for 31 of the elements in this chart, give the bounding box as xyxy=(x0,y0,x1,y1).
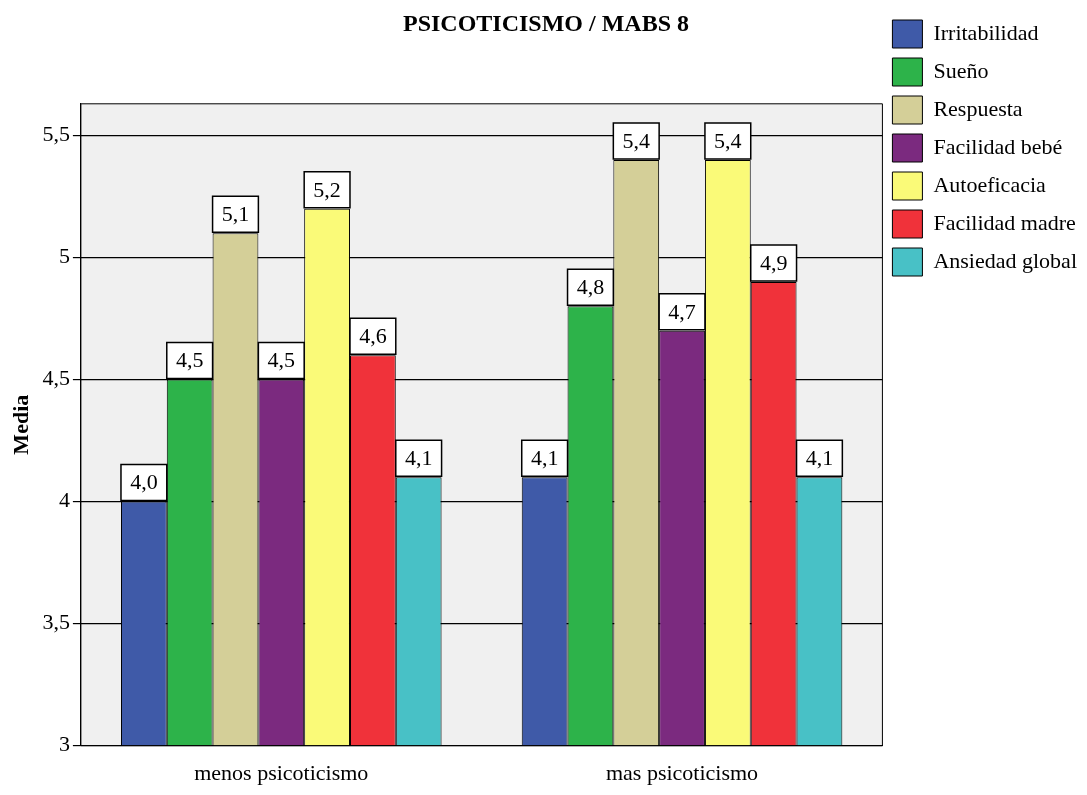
data-label: 4,0 xyxy=(130,469,158,495)
data-label: 4,9 xyxy=(759,249,788,275)
legend-label: Facilidad bebé xyxy=(933,133,1063,159)
y-axis-title: Media xyxy=(7,394,33,455)
legend-label: Sueño xyxy=(933,57,989,83)
data-label: 5,4 xyxy=(622,127,650,153)
legend-label: Irritabilidad xyxy=(933,19,1039,45)
legend-label: Ansiedad global xyxy=(933,247,1078,273)
data-label: 5,2 xyxy=(313,176,341,202)
data-label: 4,5 xyxy=(267,347,296,373)
data-label: 4,1 xyxy=(530,444,559,470)
data-label: 4,1 xyxy=(404,444,433,470)
chart-title: PSICOTICISMO / MABS 8 xyxy=(402,9,690,36)
data-label: 4,6 xyxy=(359,322,387,348)
y-tick-label: 5 xyxy=(58,243,70,269)
y-tick-label: 3,5 xyxy=(42,609,70,635)
y-tick-label: 5,5 xyxy=(42,121,70,147)
y-tick-label: 3 xyxy=(58,731,70,757)
legend-label: Respuesta xyxy=(933,95,1023,121)
data-label: 4,1 xyxy=(805,444,834,470)
x-tick-label: mas psicoticismo xyxy=(605,759,759,785)
data-label: 4,8 xyxy=(576,274,605,300)
data-label: 5,4 xyxy=(714,127,742,153)
data-label: 4,5 xyxy=(175,347,204,373)
legend-label: Autoeficacia xyxy=(933,171,1047,197)
legend-label: Facilidad madre xyxy=(933,209,1076,235)
y-tick-label: 4,5 xyxy=(42,365,70,391)
data-label: 4,7 xyxy=(668,298,696,324)
data-label: 5,1 xyxy=(221,200,250,226)
x-tick-label: menos psicoticismo xyxy=(194,759,369,785)
y-tick-label: 4 xyxy=(58,487,70,513)
